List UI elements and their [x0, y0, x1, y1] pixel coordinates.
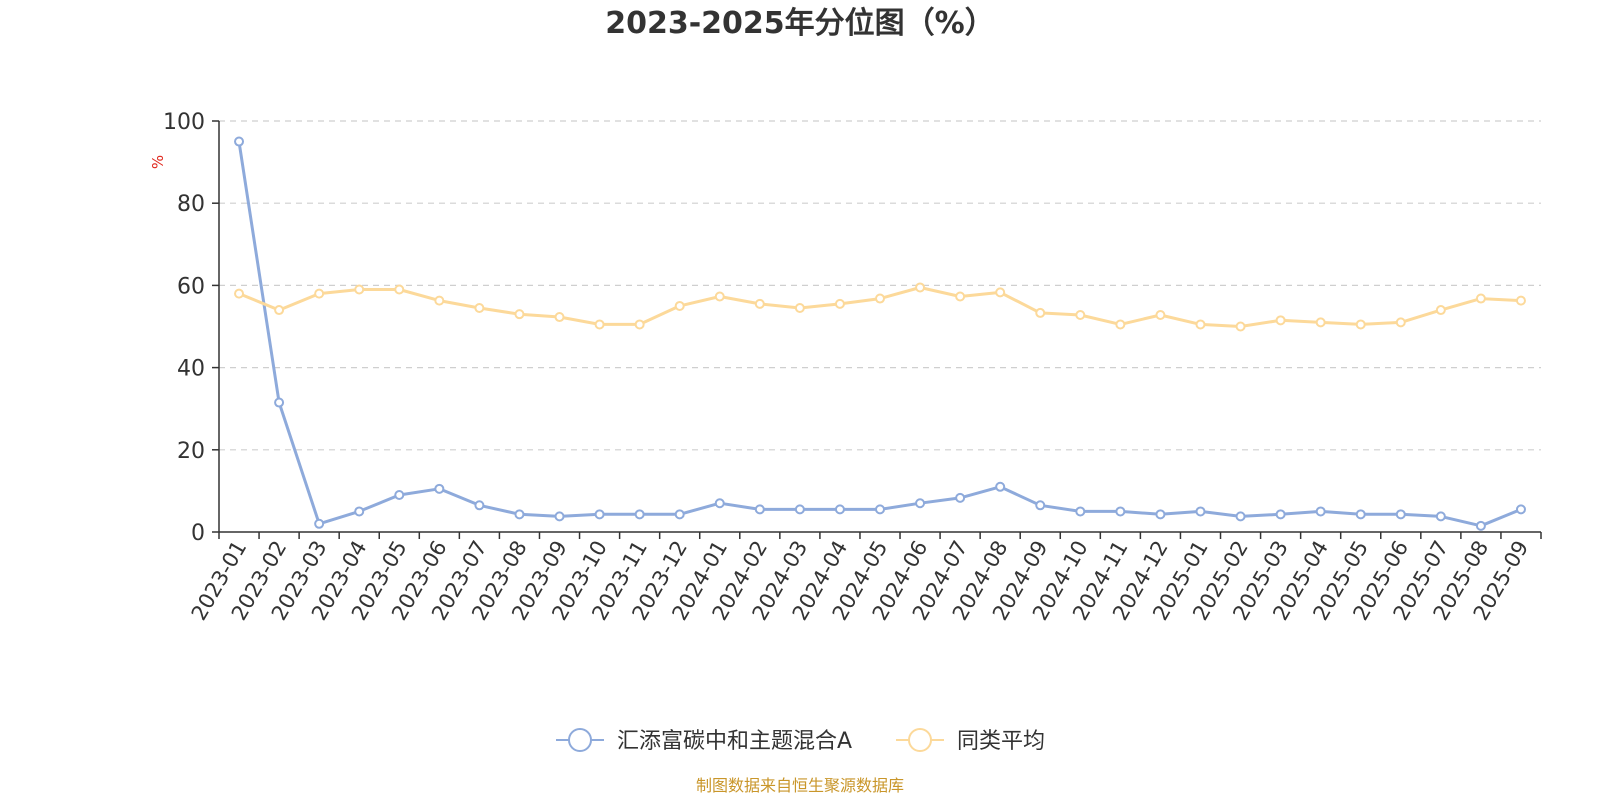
legend-item-2[interactable]: 同类平均: [896, 728, 1045, 754]
series-line: [237, 141, 1522, 528]
series-1: [234, 136, 1526, 531]
data-point: [594, 319, 605, 330]
data-point: [1195, 319, 1206, 330]
data-point: [955, 291, 966, 302]
data-point: [514, 309, 525, 320]
data-point: [1075, 506, 1086, 517]
data-point: [594, 509, 605, 520]
data-point: [1075, 309, 1086, 320]
y-tick-label: 40: [177, 357, 205, 382]
data-point: [1315, 506, 1326, 517]
data-point: [955, 492, 966, 503]
data-point: [1195, 506, 1206, 517]
data-point: [834, 298, 845, 309]
data-point: [995, 287, 1006, 298]
series-2: [234, 282, 1526, 332]
data-point: [514, 509, 525, 520]
data-point: [875, 504, 885, 515]
data-point: [354, 506, 365, 517]
data-point: [434, 295, 445, 306]
y-tick-label: 100: [163, 110, 205, 135]
y-tick-labels: 0 20 40 60 80 100: [163, 110, 205, 546]
data-point: [554, 511, 565, 522]
data-point: [394, 284, 405, 295]
legend[interactable]: 汇添富碳中和主题混合A 同类平均: [556, 728, 1045, 754]
data-point: [1235, 321, 1246, 332]
data-point: [834, 504, 845, 515]
data-point: [1275, 315, 1286, 326]
data-point: [1435, 511, 1446, 522]
series-lines: [234, 136, 1526, 531]
data-point: [1355, 509, 1366, 520]
data-point: [354, 284, 365, 295]
data-point: [1155, 309, 1166, 320]
data-point: [1435, 305, 1446, 316]
data-point: [794, 504, 805, 515]
data-point: [1235, 511, 1246, 522]
legend-marker: [908, 728, 932, 752]
data-point: [1475, 520, 1486, 531]
legend-label: 汇添富碳中和主题混合A: [617, 729, 852, 754]
y-tick-label: 60: [177, 274, 205, 299]
data-point: [434, 483, 445, 494]
data-point: [995, 481, 1006, 492]
data-point: [714, 291, 725, 302]
data-point: [1315, 317, 1326, 328]
data-point: [674, 300, 685, 311]
data-point: [274, 397, 285, 408]
data-point: [1475, 293, 1486, 304]
data-point: [314, 288, 325, 299]
legend-marker: [568, 728, 592, 752]
data-point: [234, 288, 245, 299]
y-tick-label: 0: [191, 521, 205, 546]
x-tick-labels: 2023-012023-022023-032023-042023-052023-…: [187, 537, 1534, 625]
data-point: [915, 282, 926, 293]
data-point: [1515, 295, 1526, 306]
data-point: [394, 490, 405, 501]
data-point: [915, 498, 926, 509]
data-point: [1515, 504, 1526, 515]
data-point: [794, 303, 805, 314]
axes: [212, 120, 1542, 539]
data-point: [234, 136, 245, 147]
data-point: [1355, 319, 1366, 330]
data-point: [474, 303, 485, 314]
data-point: [634, 509, 645, 520]
data-point: [1395, 317, 1406, 328]
data-point: [674, 509, 685, 520]
data-point: [1395, 509, 1406, 520]
data-point: [1275, 509, 1286, 520]
data-point: [274, 305, 285, 316]
data-point: [1035, 307, 1046, 318]
grid-lines: [219, 120, 1541, 451]
data-point: [1155, 509, 1166, 520]
data-point: [875, 293, 885, 304]
legend-item-1[interactable]: 汇添富碳中和主题混合A: [556, 728, 852, 754]
data-point: [634, 319, 645, 330]
data-point: [474, 500, 485, 511]
y-tick-label: 20: [177, 439, 205, 464]
data-point: [314, 518, 325, 529]
data-point: [714, 498, 725, 509]
chart-title: 2023-2025年分位图（%）: [605, 6, 995, 41]
y-tick-label: 80: [177, 192, 205, 217]
data-source-note: 制图数据来自恒生聚源数据库: [696, 776, 904, 795]
y-axis-unit-label: %: [149, 155, 167, 169]
data-point: [754, 298, 765, 309]
data-point: [1115, 506, 1126, 517]
data-point: [1115, 319, 1126, 330]
legend-label: 同类平均: [957, 729, 1045, 754]
data-point: [1035, 500, 1046, 511]
data-point: [754, 504, 765, 515]
data-point: [554, 312, 565, 323]
series-line: [238, 286, 1522, 328]
